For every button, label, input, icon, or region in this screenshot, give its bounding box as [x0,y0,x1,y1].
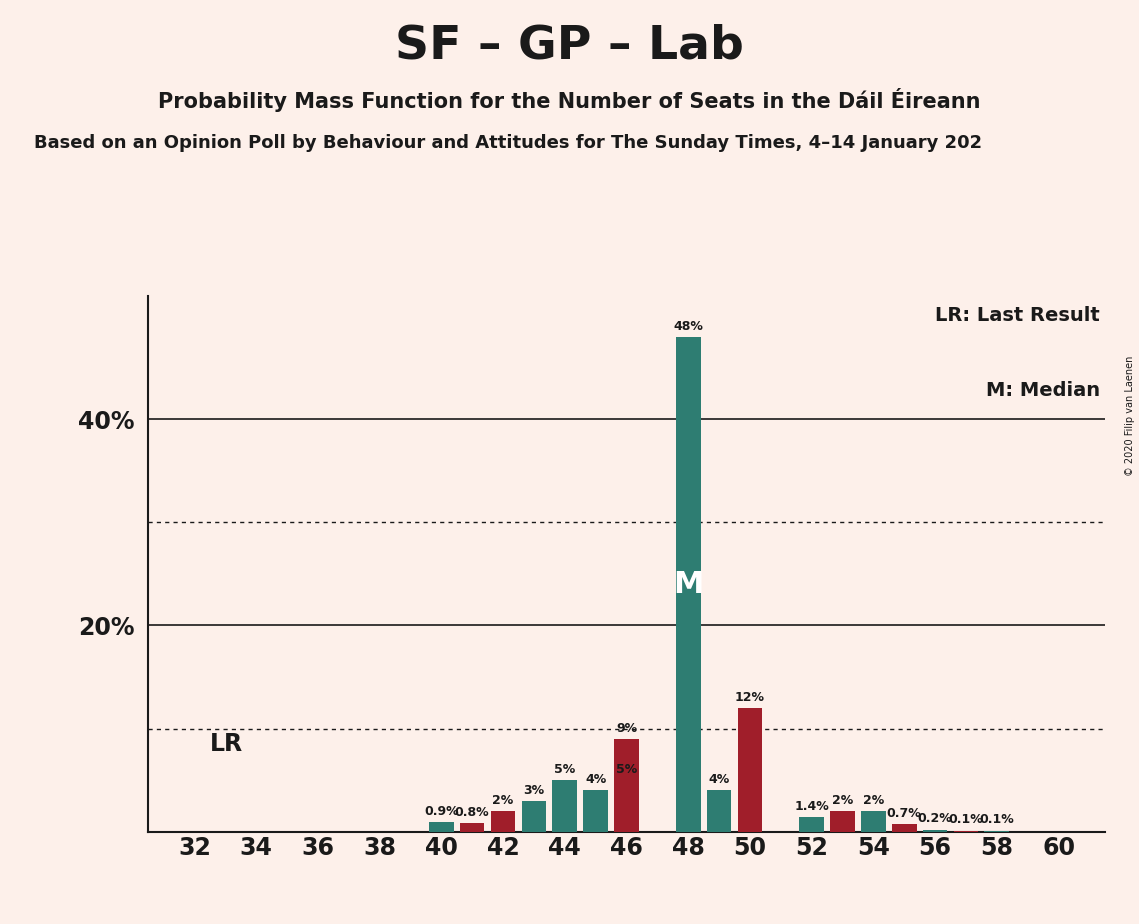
Text: 12%: 12% [735,691,765,704]
Text: 0.9%: 0.9% [424,805,459,819]
Text: 9%: 9% [616,722,637,735]
Text: 0.1%: 0.1% [980,813,1014,826]
Text: 0.8%: 0.8% [454,807,490,820]
Text: 0.2%: 0.2% [918,812,952,825]
Text: 0.1%: 0.1% [949,813,983,826]
Bar [830,811,855,832]
Bar [923,830,948,832]
Text: 48%: 48% [673,320,703,333]
Text: LR: Last Result: LR: Last Result [935,307,1100,325]
Text: 0.7%: 0.7% [887,808,921,821]
Bar [614,780,639,832]
Text: SF – GP – Lab: SF – GP – Lab [395,23,744,68]
Text: 3%: 3% [523,784,544,796]
Text: 1.4%: 1.4% [794,800,829,813]
Text: 2%: 2% [862,794,884,807]
Bar [984,831,1009,832]
Text: 4%: 4% [585,773,606,786]
Text: LR: LR [210,732,243,756]
Bar [614,739,639,832]
Bar [583,790,608,832]
Text: Based on an Opinion Poll by Behaviour and Attitudes for The Sunday Times, 4–14 J: Based on an Opinion Poll by Behaviour an… [34,134,982,152]
Bar [861,811,886,832]
Text: 2%: 2% [831,794,853,807]
Bar [429,822,453,832]
Bar [800,817,823,832]
Bar [460,823,484,832]
Text: © 2020 Filip van Laenen: © 2020 Filip van Laenen [1125,356,1134,476]
Text: M: Median: M: Median [986,382,1100,400]
Text: 5%: 5% [554,763,575,776]
Bar [491,811,515,832]
Text: Probability Mass Function for the Number of Seats in the Dáil Éireann: Probability Mass Function for the Number… [158,88,981,112]
Text: M: M [673,570,704,599]
Text: 4%: 4% [708,773,730,786]
Bar [953,831,978,832]
Bar [706,790,731,832]
Bar [675,337,700,832]
Bar [522,801,547,832]
Text: 5%: 5% [616,763,637,776]
Bar [892,824,917,832]
Text: 2%: 2% [492,794,514,807]
Bar [738,708,762,832]
Bar [552,780,577,832]
